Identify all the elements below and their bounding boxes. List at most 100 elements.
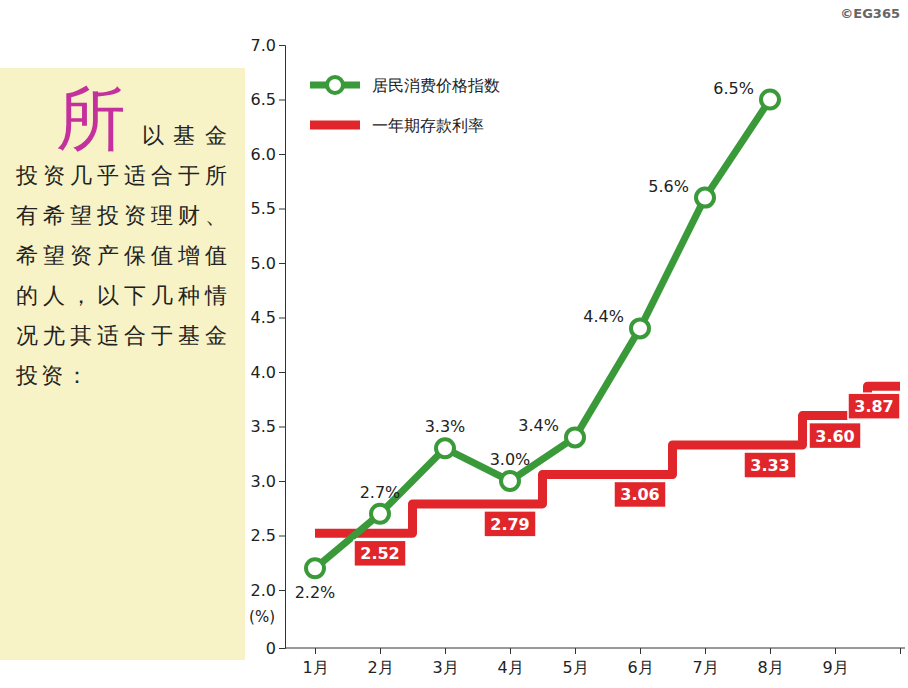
- step-line: [315, 386, 900, 533]
- y-tick: 4.5: [251, 308, 285, 327]
- side-panel: 所以基金投资几乎适合于所有希望投资理财、希望资产保值增值的人，以下几种情况尤其适…: [0, 68, 245, 660]
- y-axis: 0 2.0 2.5 3.0 3.5 4.0 4.5 5.0 5.5 6.0 6.5 7.0: [251, 36, 286, 658]
- legend-label: 一年期存款利率: [372, 116, 484, 135]
- point: [761, 91, 779, 109]
- y-tick: 2.0: [251, 581, 285, 600]
- x-tick: 9月: [822, 648, 848, 677]
- x-tick-mark: [770, 648, 771, 654]
- x-tick: 5月: [562, 648, 588, 677]
- y-tick-mark: [279, 427, 285, 428]
- x-tick: 4月: [497, 648, 523, 677]
- label-box: [614, 481, 666, 507]
- x-tick-mark: [900, 648, 901, 654]
- x-tick: 7月: [692, 648, 718, 677]
- x-tick-mark: [575, 648, 576, 654]
- data-label: 3.87: [854, 397, 893, 416]
- y-tick-label: 7.0: [251, 36, 276, 55]
- point: [696, 189, 714, 207]
- y-tick-label: 6.0: [251, 145, 276, 164]
- data-labels: 2.522.793.063.333.603.872.2%2.7%3.3%3.0%…: [295, 79, 900, 603]
- x-tick: 3月: [432, 648, 458, 677]
- y-axis-line: [279, 46, 286, 649]
- x-tick-mark: [510, 648, 511, 654]
- x-tick-mark: [315, 648, 316, 654]
- initial-letter: 所: [56, 78, 136, 160]
- x-tick: 8月: [757, 648, 783, 677]
- y-tick-label: 5.5: [251, 199, 276, 218]
- y-tick-label: 4.5: [251, 308, 276, 327]
- legend-label: 居民消费价格指数: [372, 76, 500, 95]
- y-tick-mark: [279, 100, 285, 101]
- label-box: [354, 540, 406, 566]
- y-tick-mark: [279, 648, 285, 649]
- data-label: 5.6%: [648, 177, 689, 196]
- x-tick-label: 8月: [757, 658, 783, 677]
- x-tick-mark: [835, 648, 836, 654]
- y-tick: 2.5: [251, 526, 285, 545]
- y-tick: 6.0: [251, 145, 285, 164]
- y-tick-label: 2.0: [251, 581, 276, 600]
- legend-marker: [327, 77, 343, 93]
- y-tick: 4.0: [251, 363, 285, 382]
- x-axis: 1月 2月 3月 4月 5月 6月 7月 8月 9月: [285, 648, 905, 677]
- point: [566, 428, 584, 446]
- x-tick-mark: [445, 648, 446, 654]
- x-tick-label: 1月: [302, 658, 328, 677]
- plot-area: [306, 91, 900, 578]
- y-tick-mark: [279, 590, 285, 591]
- point: [501, 472, 519, 490]
- data-label: 2.7%: [360, 483, 401, 502]
- data-label: 3.3%: [425, 417, 466, 436]
- y-tick-label: 6.5: [251, 90, 276, 109]
- label-box: [848, 393, 900, 419]
- chart: ©EG365 0 2.0 2.5 3.0 3.5 4.0 4.5 5.0 5.5 6.0 6.5 7.0…: [0, 0, 908, 688]
- x-tick-label: 6月: [627, 658, 653, 677]
- y-tick: 0: [266, 639, 285, 658]
- data-label: 2.52: [360, 544, 399, 563]
- point: [631, 319, 649, 337]
- x-tick-label: 5月: [562, 658, 588, 677]
- x-tick-label: 9月: [822, 658, 848, 677]
- x-tick-label: 2月: [367, 658, 393, 677]
- y-tick-mark: [279, 45, 285, 46]
- y-tick: 3.0: [251, 472, 285, 491]
- credit: ©EG365: [840, 6, 900, 21]
- point: [306, 559, 324, 577]
- x-tick-label: 4月: [497, 658, 523, 677]
- y-tick-mark: [279, 263, 285, 264]
- point: [436, 439, 454, 457]
- y-tick: 7.0: [251, 36, 285, 55]
- x-tick-mark: [640, 648, 641, 654]
- data-label: 3.0%: [490, 450, 531, 469]
- y-tick-mark: [279, 372, 285, 373]
- legend-swatch: [310, 121, 360, 130]
- data-label: 4.4%: [583, 307, 624, 326]
- y-tick-label: 0: [266, 639, 276, 658]
- y-tick-mark: [279, 154, 285, 155]
- data-label: 6.5%: [713, 79, 754, 98]
- y-tick: 5.0: [251, 254, 285, 273]
- label-box: [744, 452, 796, 478]
- data-label: 2.2%: [295, 583, 336, 602]
- line: [315, 100, 770, 569]
- x-tick-mark: [705, 648, 706, 654]
- x-tick: 2月: [367, 648, 393, 677]
- x-axis-line: [285, 648, 905, 649]
- side-text: 所以基金投资几乎适合于所有希望投资理财、希望资产保值增值的人，以下几种情况尤其适…: [16, 82, 230, 396]
- legend: 居民消费价格指数一年期存款利率: [310, 76, 500, 135]
- data-label: 2.79: [490, 515, 529, 534]
- label-box: [484, 511, 536, 537]
- x-tick: 1月: [302, 648, 328, 677]
- label-box: [809, 423, 861, 449]
- y-tick-label: 4.0: [251, 363, 276, 382]
- data-label: 3.33: [750, 456, 789, 475]
- point: [371, 505, 389, 523]
- y-tick: 3.5: [251, 417, 285, 436]
- data-label: 3.60: [815, 427, 854, 446]
- x-tick-label: 3月: [432, 658, 458, 677]
- x-tick: [900, 648, 901, 654]
- y-tick-mark: [279, 536, 285, 537]
- data-label: 3.4%: [518, 416, 559, 435]
- y-tick: 6.5: [251, 90, 285, 109]
- x-tick: 6月: [627, 648, 653, 677]
